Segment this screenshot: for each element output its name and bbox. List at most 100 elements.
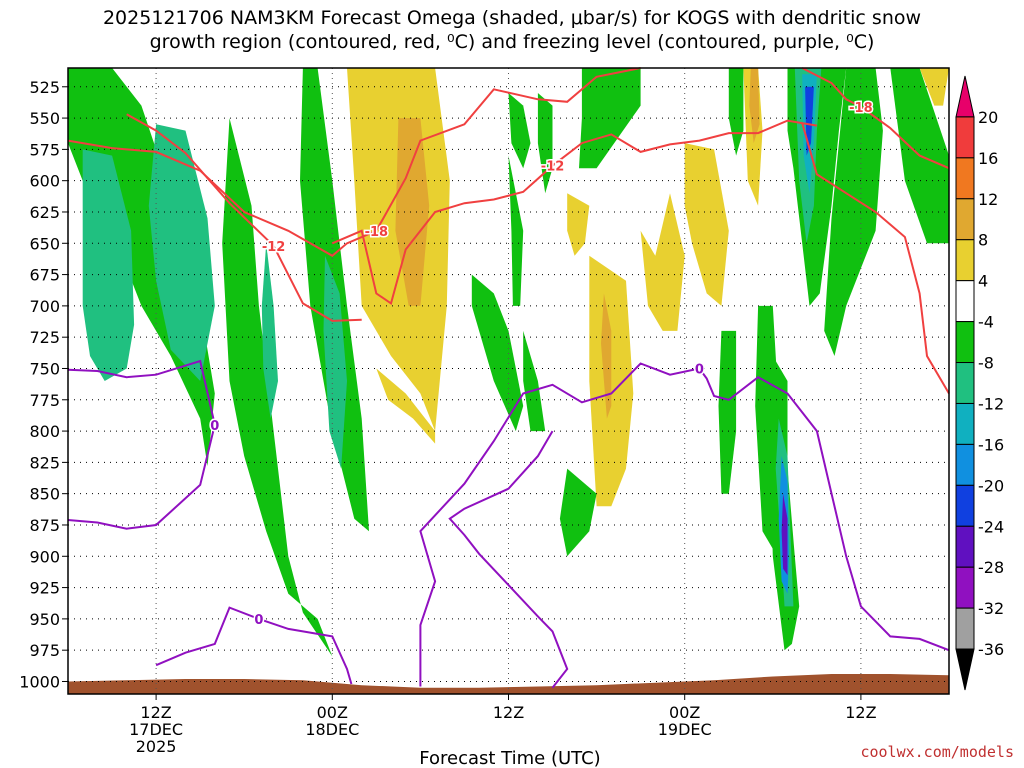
colorbar-segment (955, 321, 975, 364)
y-tick-label: 975 (29, 641, 60, 660)
colorbar-label: 12 (978, 190, 998, 209)
omega-region (261, 243, 278, 419)
y-tick-label: 525 (29, 78, 60, 97)
dgz-contour-line (801, 122, 950, 395)
y-tick-label: 925 (29, 579, 60, 598)
y-tick-label: 550 (29, 109, 60, 128)
omega-region (376, 368, 436, 444)
y-tick-label: 850 (29, 485, 60, 504)
colorbar-bottom-triangle (955, 648, 975, 691)
colorbar-label: 8 (978, 231, 988, 250)
colorbar-label: -20 (978, 476, 1004, 495)
x-tick-label: 00Z (317, 703, 348, 722)
colorbar-segment (955, 116, 975, 159)
chart-title-line1: 2025121706 NAM3KM Forecast Omega (shaded… (103, 7, 921, 29)
colorbar: 20 16 12 8 4 -4 -8 -12 -16 -20 -24 -28 -32 -36 (955, 75, 1004, 691)
y-tick-label: 875 (29, 516, 60, 535)
freezing-level-contour-line (67, 359, 216, 530)
colorbar-label: 20 (978, 108, 998, 127)
omega-region (718, 330, 737, 494)
x-tick-label: 12Z (845, 703, 876, 722)
y-tick-label: 775 (29, 391, 60, 410)
colorbar-label: 16 (978, 149, 998, 168)
y-tick-label: 825 (29, 453, 60, 472)
colorbar-segment (955, 362, 975, 404)
colorbar-label: -24 (978, 517, 1004, 536)
x-tick-label: 2025 (136, 737, 177, 756)
x-tick-label: 17DEC (129, 720, 183, 739)
freezing-level-contour-label: 0 (210, 419, 219, 434)
omega-region (508, 155, 524, 306)
omega-region (640, 193, 685, 331)
omega-region (579, 68, 641, 169)
omega-region (567, 193, 590, 256)
colorbar-label: -36 (978, 640, 1004, 659)
colorbar-label: 4 (978, 272, 988, 291)
dgz-contour-line (331, 119, 818, 306)
y-tick-label: 950 (29, 610, 60, 629)
omega-region (919, 68, 949, 106)
colorbar-segment (955, 607, 975, 650)
colorbar-label: -16 (978, 435, 1004, 454)
y-tick-label: 1000 (19, 672, 60, 691)
terrain-fill (68, 674, 949, 694)
x-tick-label: 12Z (140, 703, 171, 722)
y-tick-label: 600 (29, 172, 60, 191)
colorbar-segment (955, 484, 975, 527)
x-tick-label: 18DEC (305, 720, 359, 739)
omega-region (471, 274, 524, 432)
colorbar-label: -4 (978, 313, 994, 332)
omega-region (323, 255, 347, 469)
colorbar-label: -28 (978, 558, 1004, 577)
terrain-area (68, 674, 949, 694)
omega-region (222, 118, 333, 657)
freezing-level-contour-line (155, 606, 353, 685)
y-tick-label: 900 (29, 547, 60, 566)
colorbar-segment (955, 443, 975, 486)
colorbar-label: -12 (978, 394, 1004, 413)
chart-title-line2: growth region (contoured, red, ⁰C) and f… (150, 31, 875, 53)
credit-text: coolwx.com/models (860, 743, 1014, 761)
colorbar-segment (955, 198, 975, 241)
y-tick-label: 750 (29, 359, 60, 378)
colorbar-label: -8 (978, 354, 994, 373)
y-tick-label: 700 (29, 297, 60, 316)
freezing-level-contours: 0 0 0 (67, 359, 950, 689)
y-tick-label: 575 (29, 140, 60, 159)
omega-region (148, 124, 215, 382)
y-tick-label: 725 (29, 328, 60, 347)
colorbar-segment (955, 157, 975, 200)
dgz-contour-line (801, 67, 950, 170)
x-tick-label: 00Z (669, 703, 700, 722)
omega-region (82, 149, 135, 381)
y-tick-label: 675 (29, 266, 60, 285)
dgz-contour-line (67, 67, 641, 258)
y-tick-label: 800 (29, 422, 60, 441)
omega-region (749, 68, 760, 144)
y-tick-label: 625 (29, 203, 60, 222)
y-axis-ticks: 525 550 575 600 625 650 675 700 725 750 775 800 825 8… (19, 78, 68, 691)
dgz-contour-label: -12 (541, 160, 565, 175)
x-tick-label: 12Z (493, 703, 524, 722)
omega-region (523, 330, 546, 432)
colorbar-segment (955, 239, 975, 282)
dgz-contour-label: -18 (365, 225, 389, 240)
omega-region (559, 468, 597, 557)
colorbar-segment (955, 280, 975, 323)
omega-region (824, 68, 883, 356)
colorbar-segment (955, 402, 975, 445)
dgz-contour-label: -12 (262, 240, 286, 255)
colorbar-segment (955, 525, 975, 568)
x-tick-label: 19DEC (658, 720, 712, 739)
omega-region (684, 143, 729, 306)
freezing-level-contour-line (419, 362, 950, 687)
dgz-contour-line (126, 113, 362, 322)
colorbar-top-triangle (955, 75, 975, 118)
y-tick-label: 650 (29, 234, 60, 253)
freezing-level-contour-line (448, 430, 569, 689)
omega-region (781, 493, 788, 576)
dgz-contour-label: -18 (849, 101, 873, 116)
x-axis-title: Forecast Time (UTC) (419, 748, 600, 768)
colorbar-segment (955, 566, 975, 609)
